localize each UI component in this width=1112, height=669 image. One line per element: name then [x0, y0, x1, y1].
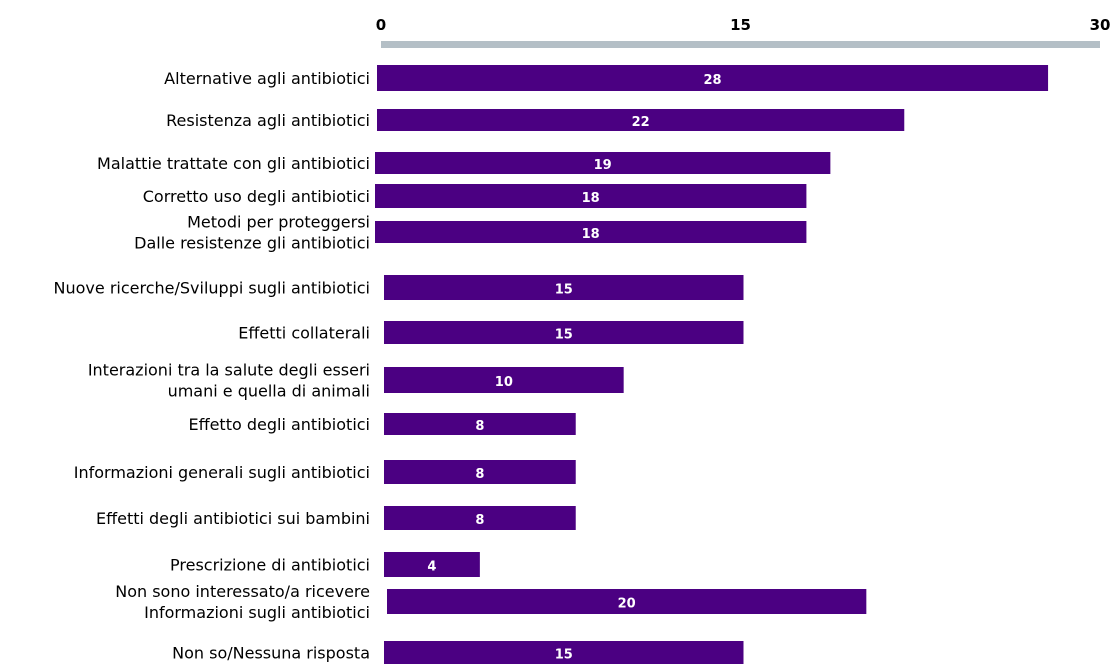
category-label: Interazioni tra la salute degli esseri — [88, 361, 370, 380]
category-label: Non sono interessato/a ricevere — [115, 582, 370, 601]
bar-value-label: 15 — [555, 283, 573, 298]
bar — [375, 184, 807, 208]
bar — [384, 413, 576, 435]
category-label: Corretto uso degli antibiotici — [143, 187, 370, 206]
bar-value-label: 15 — [555, 328, 573, 343]
category-label: Informazioni generali sugli antibiotici — [74, 463, 370, 482]
category-label: Malattie trattate con gli antibiotici — [97, 154, 370, 173]
bar — [384, 321, 744, 344]
category-label: Dalle resistenze gli antibiotici — [134, 234, 370, 253]
category-label: umani e quella di animali — [168, 382, 370, 401]
bar-value-label: 8 — [475, 419, 484, 434]
bar — [384, 641, 744, 664]
bar-value-label: 8 — [475, 467, 484, 482]
bar — [384, 460, 576, 484]
bar-value-label: 15 — [555, 648, 573, 663]
x-tick-label: 0 — [376, 16, 386, 34]
category-label: Informazioni sugli antibiotici — [144, 603, 370, 622]
bar-value-label: 20 — [618, 597, 636, 612]
category-label: Effetti degli antibiotici sui bambini — [96, 509, 370, 528]
bar-value-label: 8 — [475, 513, 484, 528]
bar — [384, 367, 624, 393]
bar — [377, 65, 1049, 91]
bar — [384, 275, 744, 300]
category-label: Metodi per proteggersi — [187, 213, 370, 232]
bar-value-label: 19 — [594, 158, 612, 173]
category-label: Alternative agli antibiotici — [164, 69, 370, 88]
bar-value-label: 10 — [495, 375, 513, 390]
bar — [387, 589, 867, 614]
bar-value-label: 28 — [703, 73, 721, 88]
bar-value-label: 18 — [582, 227, 600, 242]
bar-value-label: 4 — [427, 560, 436, 575]
category-label: Nuove ricerche/Sviluppi sugli antibiotic… — [54, 279, 370, 298]
category-label: Non so/Nessuna risposta — [172, 644, 370, 663]
bar — [377, 109, 905, 131]
bar — [384, 552, 480, 577]
category-label: Prescrizione di antibiotici — [170, 556, 370, 575]
x-tick-label: 30 — [1090, 16, 1111, 34]
category-label: Effetto degli antibiotici — [188, 415, 370, 434]
bar — [375, 221, 807, 243]
x-axis-line — [381, 41, 1100, 48]
bar — [384, 506, 576, 530]
x-tick-label: 15 — [730, 16, 751, 34]
bar-value-label: 18 — [582, 191, 600, 206]
bar — [375, 152, 831, 174]
category-label: Resistenza agli antibiotici — [166, 111, 370, 130]
bar-value-label: 22 — [632, 115, 650, 130]
category-label: Effetti collaterali — [238, 324, 370, 343]
